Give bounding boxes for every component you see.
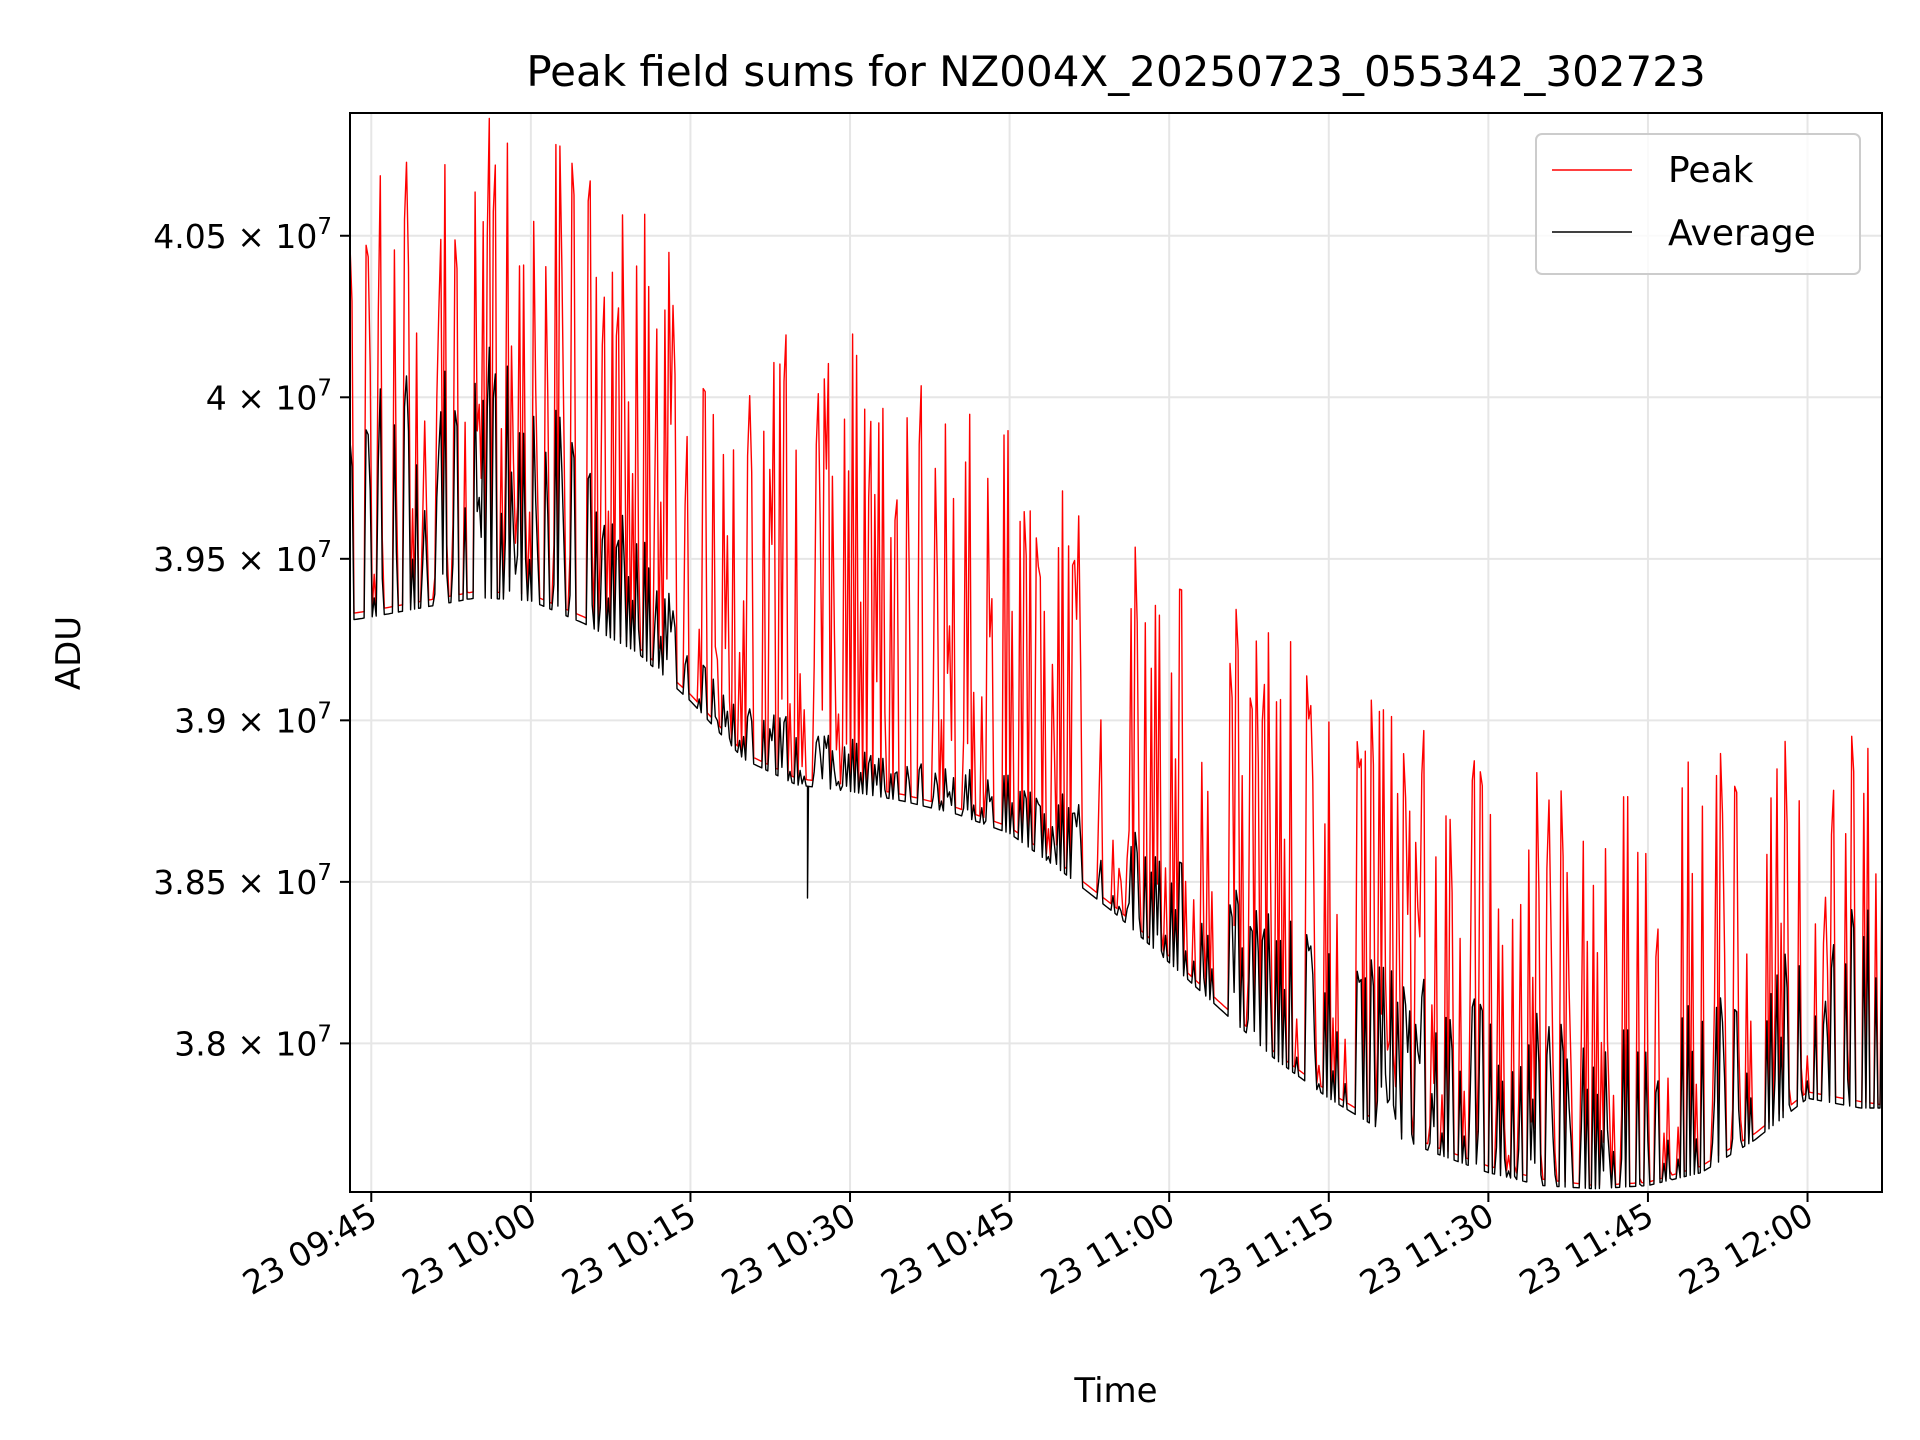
y-axis: 3.8 × 107 3.85 × 107 3.9 × 107 3.95 × 107 4 …: [153, 214, 350, 1063]
chart-title: Peak field sums for NZ004X_20250723_0553…: [526, 47, 1705, 96]
series-line-peak: [349, 117, 1883, 1187]
y-tick-label: 3.95 × 107: [153, 537, 332, 579]
plot-frame: [349, 112, 1883, 1193]
series-layer: [349, 117, 1883, 1190]
legend-label-peak: Peak: [1668, 150, 1754, 191]
y-tick-label: 3.8 × 107: [174, 1021, 332, 1063]
y-tick-label: 4 × 107: [206, 375, 332, 417]
y-tick-label: 4.05 × 107: [153, 214, 332, 256]
y-axis-label: ADU: [49, 616, 89, 690]
y-tick-label: 3.85 × 107: [153, 860, 332, 902]
x-axis-label: Time: [1073, 1371, 1157, 1411]
y-tick-label: 3.9 × 107: [174, 698, 332, 740]
legend-label-average: Average: [1668, 213, 1816, 254]
legend: Peak Average: [1535, 133, 1861, 275]
legend-box: [1535, 133, 1861, 275]
series-line-average: [349, 346, 1883, 1190]
